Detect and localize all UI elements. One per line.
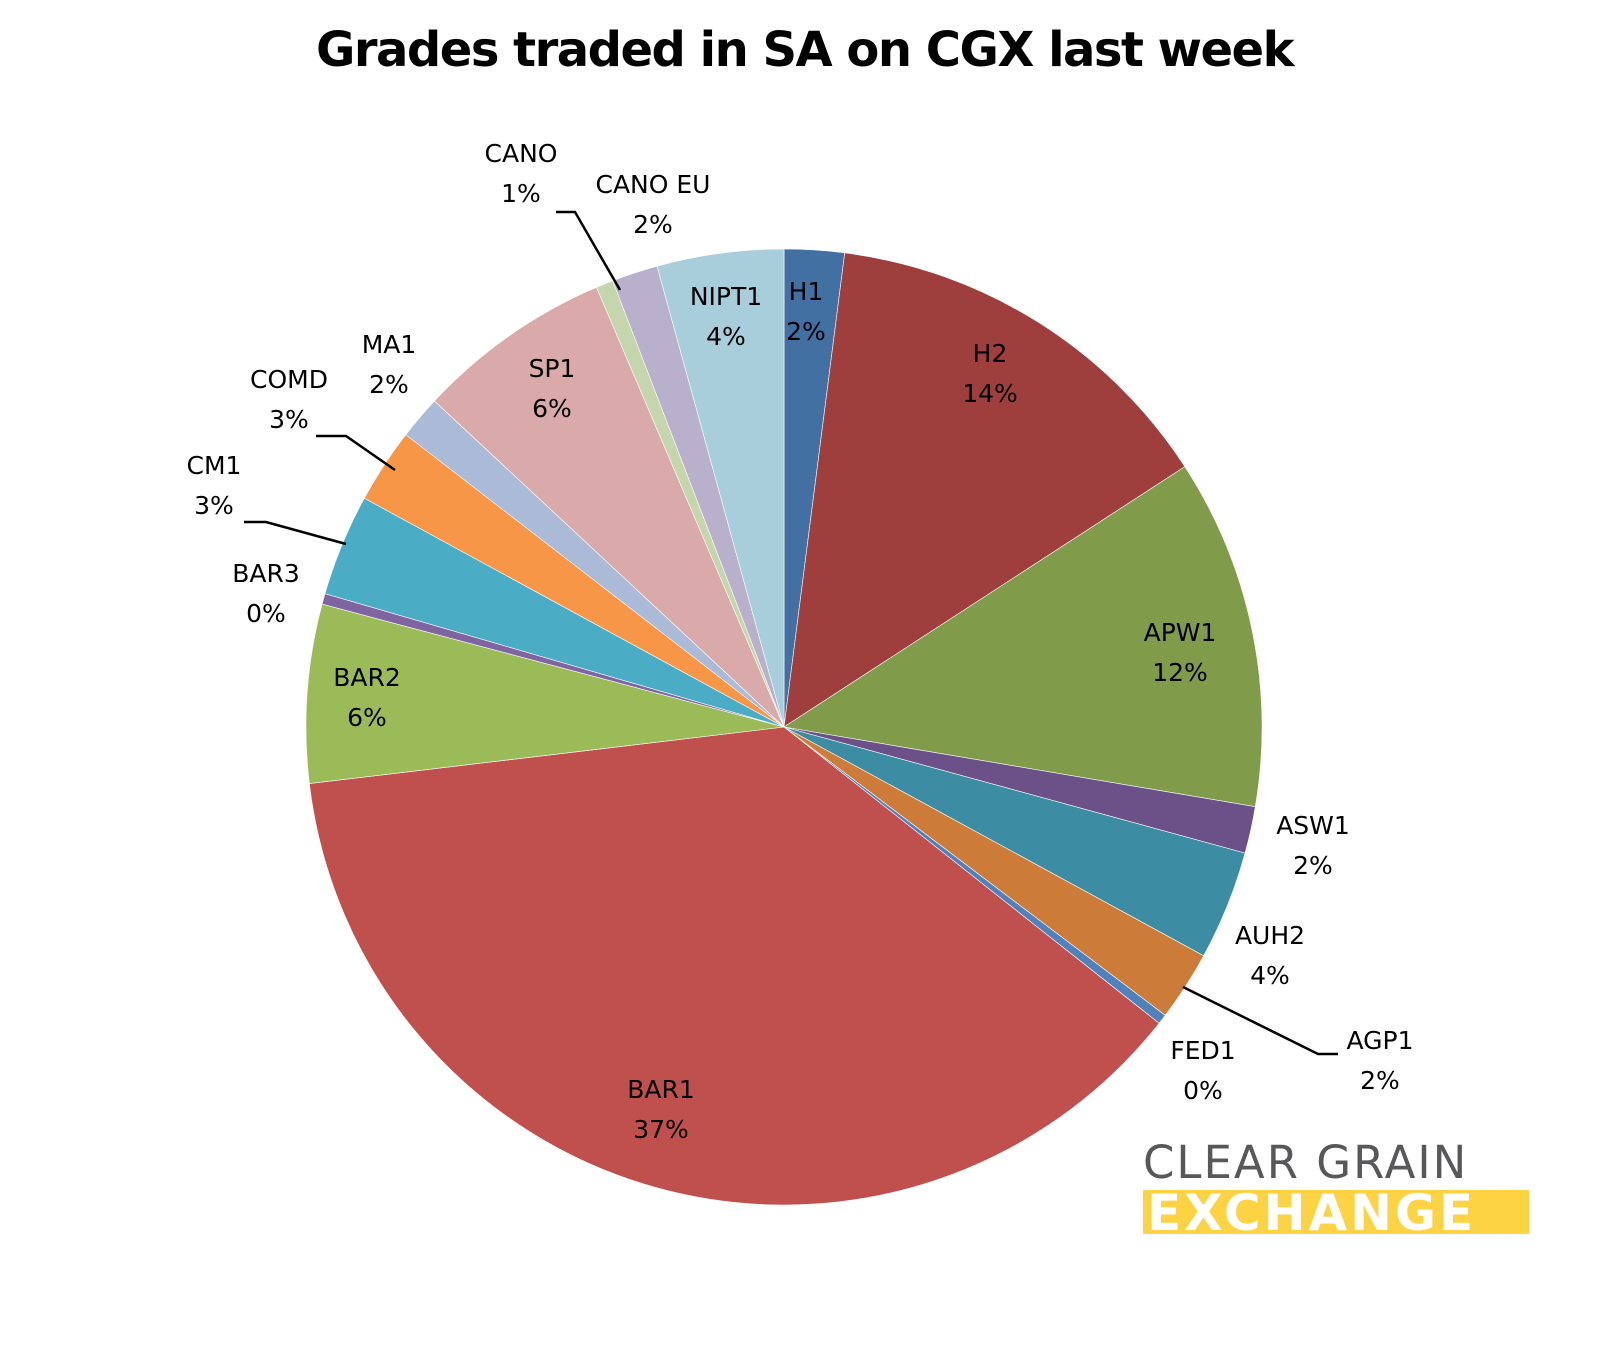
slice-labels: H1 2% H2 14% APW1 12% ASW1 2% AUH2 4% AGP1 2% FED1 0%… bbox=[187, 139, 1414, 1144]
slice-label-comd: COMD 3% bbox=[250, 365, 328, 434]
callout-line-cano bbox=[556, 210, 622, 291]
callout-lines bbox=[244, 210, 1338, 1056]
pie-slice-nipt1 bbox=[656, 248, 785, 728]
pie-slice-bar2 bbox=[305, 603, 785, 784]
slice-label-h1: H1 2% bbox=[786, 277, 826, 346]
slice-label-bar2: BAR2 6% bbox=[333, 663, 401, 732]
slice-label-asw1: ASW1 2% bbox=[1276, 811, 1350, 880]
slice-label-apw1: APW1 12% bbox=[1144, 618, 1217, 687]
chart-title: Grades traded in SA on CGX last week bbox=[315, 22, 1295, 78]
slice-label-h2: H2 14% bbox=[962, 339, 1018, 408]
pie-slice-h2 bbox=[783, 252, 1186, 728]
pie-slice-bar1 bbox=[309, 726, 1160, 1206]
callout-line-cm1 bbox=[244, 520, 347, 546]
clear-grain-exchange-logo: CLEAR GRAIN EXCHANGE bbox=[1143, 1138, 1529, 1234]
slice-label-fed1: FED1 0% bbox=[1170, 1036, 1235, 1105]
logo-line-1: CLEAR GRAIN bbox=[1143, 1136, 1469, 1189]
slice-label-cano: CANO 1% bbox=[485, 139, 558, 208]
pie-slices bbox=[305, 248, 1263, 1206]
callout-line-comd bbox=[316, 434, 396, 472]
slice-label-agp1: AGP1 2% bbox=[1346, 1026, 1413, 1095]
pie-slice-apw1 bbox=[783, 466, 1263, 808]
pie-slice-sp1 bbox=[433, 286, 785, 728]
slice-label-bar1: BAR1 37% bbox=[627, 1075, 695, 1144]
slice-label-nipt1: NIPT1 4% bbox=[690, 282, 762, 351]
logo-line-2: EXCHANGE bbox=[1143, 1190, 1529, 1234]
slice-label-sp1: SP1 6% bbox=[529, 354, 576, 423]
slice-label-auh2: AUH2 4% bbox=[1235, 921, 1305, 990]
slice-label-cm1: CM1 3% bbox=[187, 451, 242, 520]
slice-label-bar3: BAR3 0% bbox=[232, 559, 300, 628]
callout-line-agp1 bbox=[1182, 985, 1338, 1056]
slice-label-ma1: MA1 2% bbox=[362, 330, 417, 399]
slice-label-cano-eu: CANO EU 2% bbox=[596, 170, 711, 239]
